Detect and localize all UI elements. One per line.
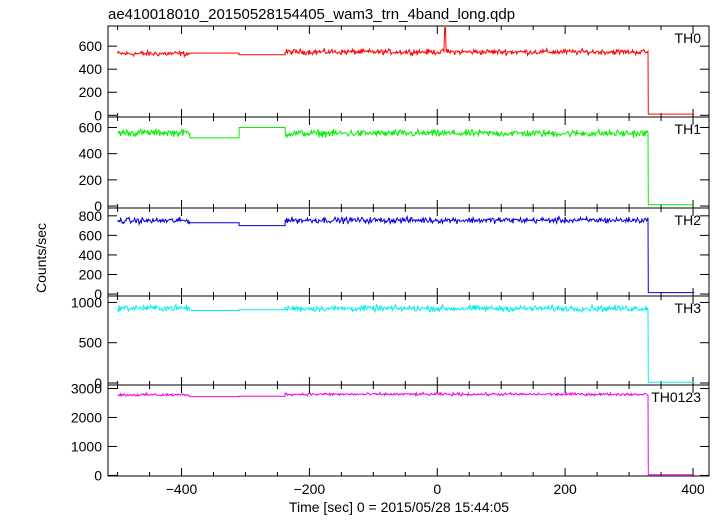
chart-panels: 0 200 400 600 TH0 0 200 400 600 TH1 0 200 400 600 800 T… (71, 25, 710, 497)
x-tick-label: −200 (294, 481, 326, 497)
series-line-th0123 (117, 391, 695, 476)
y-tick-label: 200 (79, 172, 103, 188)
series-label-th0123: TH0123 (651, 389, 701, 405)
x-tick-label: 400 (681, 481, 705, 497)
y-tick-label: 400 (79, 146, 103, 162)
y-tick-label: 200 (79, 266, 103, 282)
y-tick-label: 0 (94, 198, 102, 214)
y-tick-label: 2000 (71, 409, 102, 425)
y-tick-label: 1000 (71, 294, 102, 310)
y-tick-label: 400 (79, 61, 103, 77)
x-tick-label: 200 (553, 481, 577, 497)
y-tick-label: 200 (79, 84, 103, 100)
y-tick-label: 800 (79, 208, 103, 224)
series-line-th1 (117, 127, 695, 206)
y-tick-label: 3000 (71, 380, 102, 396)
y-tick-label: 600 (79, 227, 103, 243)
y-tick-label: 0 (94, 286, 102, 302)
chart-title: ae410018010_20150528154405_wam3_trn_4ban… (108, 6, 515, 23)
x-tick-label: 0 (433, 481, 441, 497)
series-line-th3 (117, 303, 695, 383)
y-tick-label: 500 (79, 335, 103, 351)
y-tick-label: 0 (94, 467, 102, 483)
series-line-th2 (117, 214, 695, 294)
y-tick-label: 0 (94, 375, 102, 391)
y-tick-label: 600 (79, 119, 103, 135)
y-tick-label: 600 (79, 38, 103, 54)
series-label-th3: TH3 (675, 300, 702, 316)
series-label-th1: TH1 (675, 121, 702, 137)
series-line-th0 (117, 27, 695, 115)
panel-frame (107, 25, 710, 118)
y-tick-label: 1000 (71, 438, 102, 454)
y-tick-label: 400 (79, 247, 103, 263)
y-tick-label: 0 (94, 107, 102, 123)
panel-frame (107, 116, 710, 209)
series-label-th2: TH2 (675, 212, 702, 228)
series-label-th0: TH0 (675, 30, 702, 46)
y-axis-label: Counts/sec (33, 223, 49, 293)
panel-frame (107, 384, 710, 477)
x-axis-label: Time [sec] 0 = 2015/05/28 15:44:05 (289, 499, 509, 515)
x-tick-label: −400 (166, 481, 198, 497)
